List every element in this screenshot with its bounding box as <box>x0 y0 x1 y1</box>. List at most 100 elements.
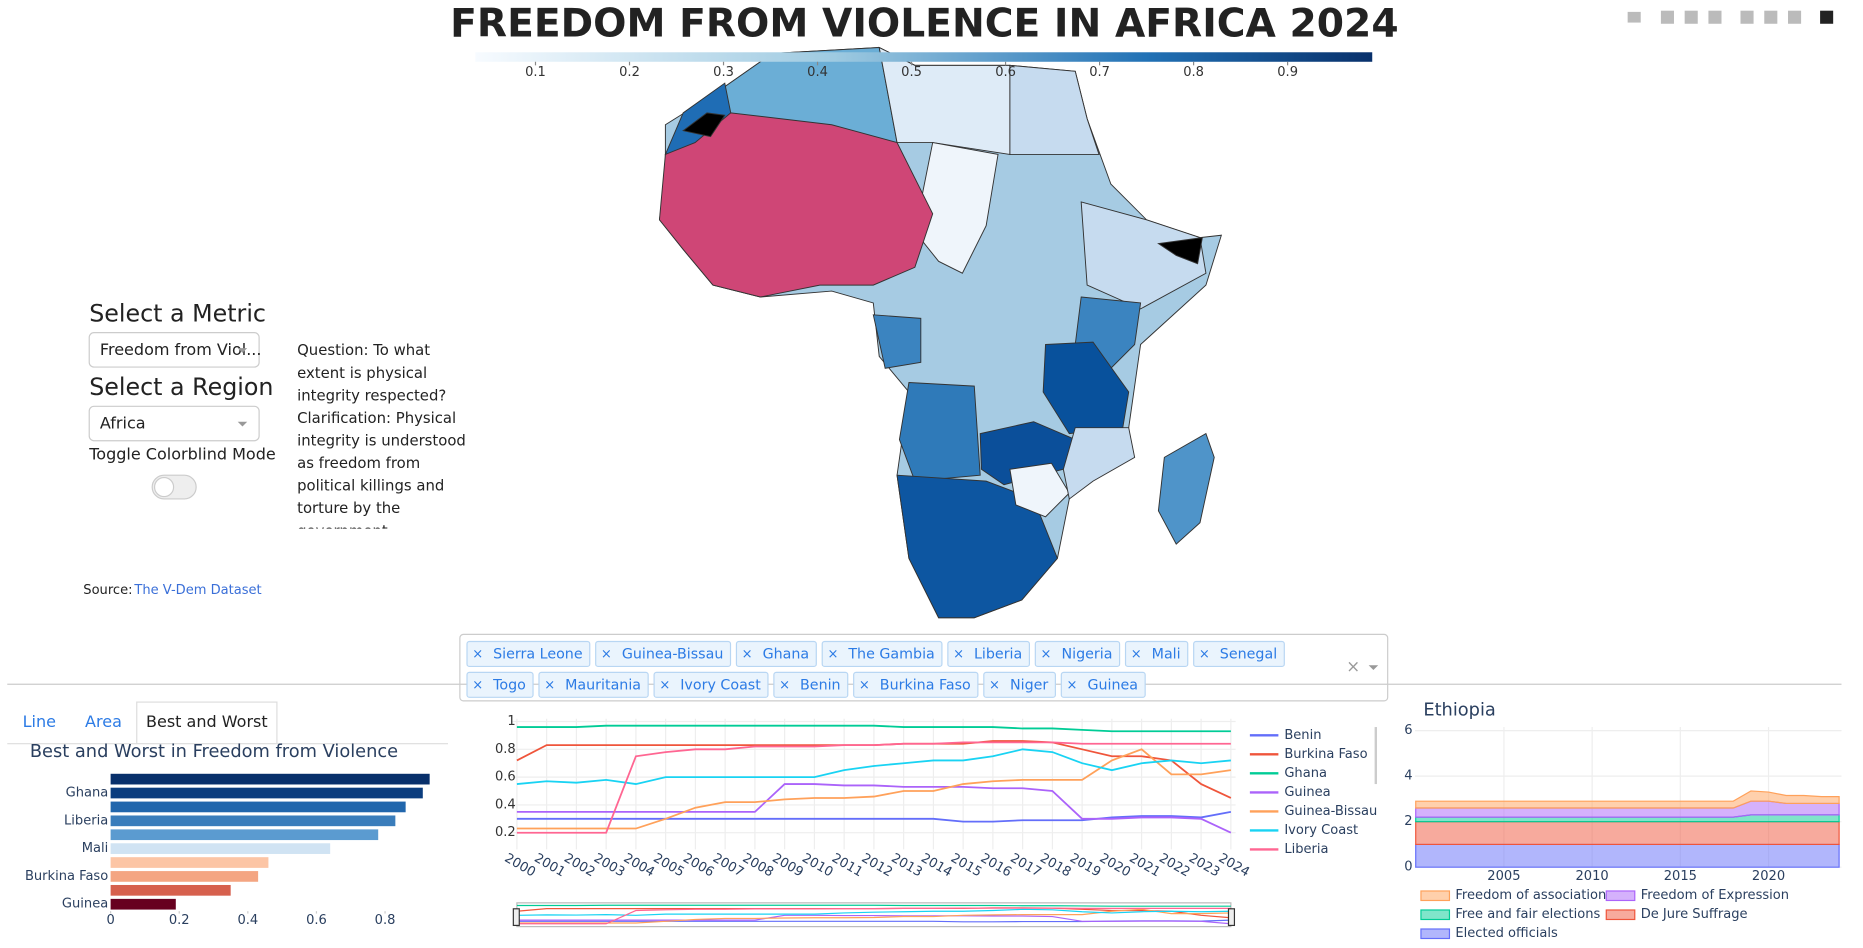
legend-label[interactable]: Elected officials <box>1455 926 1558 941</box>
country-tag[interactable] <box>735 640 817 668</box>
tag-remove[interactable]: × <box>989 678 1000 693</box>
tag-remove[interactable]: × <box>827 647 838 662</box>
tag-remove[interactable]: × <box>859 678 870 693</box>
tag-label[interactable]: Ghana <box>763 647 810 663</box>
map-region[interactable] <box>1009 462 1070 518</box>
map-region[interactable] <box>658 112 934 298</box>
tag-label[interactable]: Niger <box>1010 677 1048 693</box>
legend-label[interactable]: Benin <box>1284 728 1321 743</box>
tab[interactable]: Best and Worst <box>146 712 268 731</box>
map-region[interactable] <box>898 382 981 482</box>
country-tag[interactable] <box>653 671 769 698</box>
map-region[interactable] <box>1062 427 1136 500</box>
tag-label[interactable]: Senegal <box>1220 647 1277 663</box>
legend-label[interactable]: Free and fair elections <box>1455 907 1600 922</box>
tag-label[interactable]: Mauritania <box>565 677 641 693</box>
tag-remove[interactable]: × <box>472 678 483 693</box>
dropdown-arrow[interactable] <box>237 348 248 353</box>
tag-label[interactable]: Togo <box>492 677 526 693</box>
country-tag[interactable] <box>466 671 534 698</box>
tag-label[interactable]: Burkina Faso <box>880 677 971 693</box>
slider-handle[interactable] <box>1227 908 1236 927</box>
map-region[interactable] <box>1009 64 1100 155</box>
country-tag[interactable] <box>466 640 591 668</box>
tag-remove[interactable]: × <box>953 647 964 662</box>
tab[interactable]: Line <box>23 712 56 731</box>
tag-label[interactable]: Nigeria <box>1061 647 1112 663</box>
legend-label[interactable]: Liberia <box>1284 842 1328 857</box>
tag-remove[interactable]: × <box>659 678 670 693</box>
map-region[interactable] <box>1080 201 1207 310</box>
tag-remove[interactable]: × <box>1067 678 1078 693</box>
tag-remove[interactable]: × <box>742 647 753 662</box>
tag-remove[interactable]: × <box>601 647 612 662</box>
tag-remove[interactable]: × <box>472 647 483 662</box>
tag-label[interactable]: Ivory Coast <box>680 677 761 693</box>
tool-icon[interactable] <box>1684 10 1698 24</box>
tag-label[interactable]: Liberia <box>974 647 1022 663</box>
tab[interactable]: Area <box>85 712 122 731</box>
metric-value[interactable]: Freedom from Viol... <box>100 340 262 359</box>
tag-remove[interactable]: × <box>779 678 790 693</box>
tag-remove[interactable]: × <box>1041 647 1052 662</box>
tool-icon[interactable] <box>1627 11 1641 23</box>
region-value[interactable]: Africa <box>100 414 146 433</box>
country-tag[interactable] <box>983 671 1056 698</box>
map-region[interactable] <box>1157 237 1203 265</box>
country-tag[interactable] <box>1034 640 1121 668</box>
country-tag[interactable] <box>947 640 1030 668</box>
tag-label[interactable]: Guinea-Bissau <box>622 647 724 663</box>
tool-icon[interactable] <box>1788 10 1802 24</box>
legend-swatch[interactable] <box>1420 890 1451 902</box>
country-tag[interactable] <box>1060 671 1146 698</box>
legend-label[interactable]: Freedom of association <box>1455 888 1606 903</box>
legend-swatch[interactable] <box>1605 890 1636 902</box>
tool-icon[interactable] <box>1740 10 1754 24</box>
tag-label[interactable]: Guinea <box>1087 677 1138 693</box>
dropdown-arrow[interactable] <box>237 421 248 427</box>
tool-icon[interactable] <box>1660 10 1674 24</box>
source-link[interactable]: The V-Dem Dataset <box>133 583 261 598</box>
map-region[interactable] <box>878 46 1011 155</box>
legend-label[interactable]: De Jure Suffrage <box>1641 907 1748 922</box>
legend-label[interactable]: Freedom of Expression <box>1641 888 1789 903</box>
tag-remove[interactable]: × <box>544 678 555 693</box>
map-region[interactable] <box>1157 432 1215 545</box>
map-region[interactable] <box>664 82 732 156</box>
map-region[interactable] <box>682 112 726 138</box>
tool-icon[interactable] <box>1764 10 1778 24</box>
map-region[interactable] <box>896 474 1058 619</box>
africa-map[interactable] <box>658 46 1223 619</box>
tag-remove[interactable]: × <box>1199 647 1210 662</box>
country-tag[interactable] <box>595 640 732 668</box>
tool-icon[interactable] <box>1708 10 1722 24</box>
legend-label[interactable]: Guinea <box>1284 785 1330 800</box>
country-tag[interactable] <box>538 671 649 698</box>
toolbar[interactable] <box>1627 10 1834 24</box>
metric-dropdown[interactable] <box>88 332 260 368</box>
map-region[interactable] <box>872 314 922 369</box>
legend-label[interactable]: Burkina Faso <box>1284 747 1367 762</box>
country-tag[interactable] <box>821 640 943 668</box>
legend-swatch[interactable] <box>1605 909 1636 921</box>
tool-icon[interactable] <box>1820 10 1834 24</box>
legend-swatch[interactable] <box>1420 928 1451 940</box>
toggle-knob[interactable] <box>153 476 175 498</box>
legend-label[interactable]: Ghana <box>1284 766 1327 781</box>
legend-label[interactable]: Ivory Coast <box>1284 823 1358 838</box>
country-tag[interactable] <box>853 671 979 698</box>
region-dropdown[interactable] <box>88 405 260 442</box>
legend-label[interactable]: Guinea-Bissau <box>1284 804 1377 819</box>
legend-swatch[interactable] <box>1420 909 1451 921</box>
clear-all[interactable]: × <box>1346 657 1360 676</box>
tag-label[interactable]: Sierra Leone <box>493 647 583 663</box>
dropdown-arrow[interactable] <box>1368 665 1379 671</box>
country-tag[interactable] <box>1124 640 1189 668</box>
slider-handle[interactable] <box>512 908 520 927</box>
tag-label[interactable]: The Gambia <box>847 647 934 663</box>
country-tag[interactable] <box>773 671 849 698</box>
tag-remove[interactable]: × <box>1131 647 1142 662</box>
tag-label[interactable]: Mali <box>1152 647 1181 663</box>
country-tag[interactable] <box>1193 640 1285 668</box>
tag-label[interactable]: Benin <box>800 677 841 693</box>
